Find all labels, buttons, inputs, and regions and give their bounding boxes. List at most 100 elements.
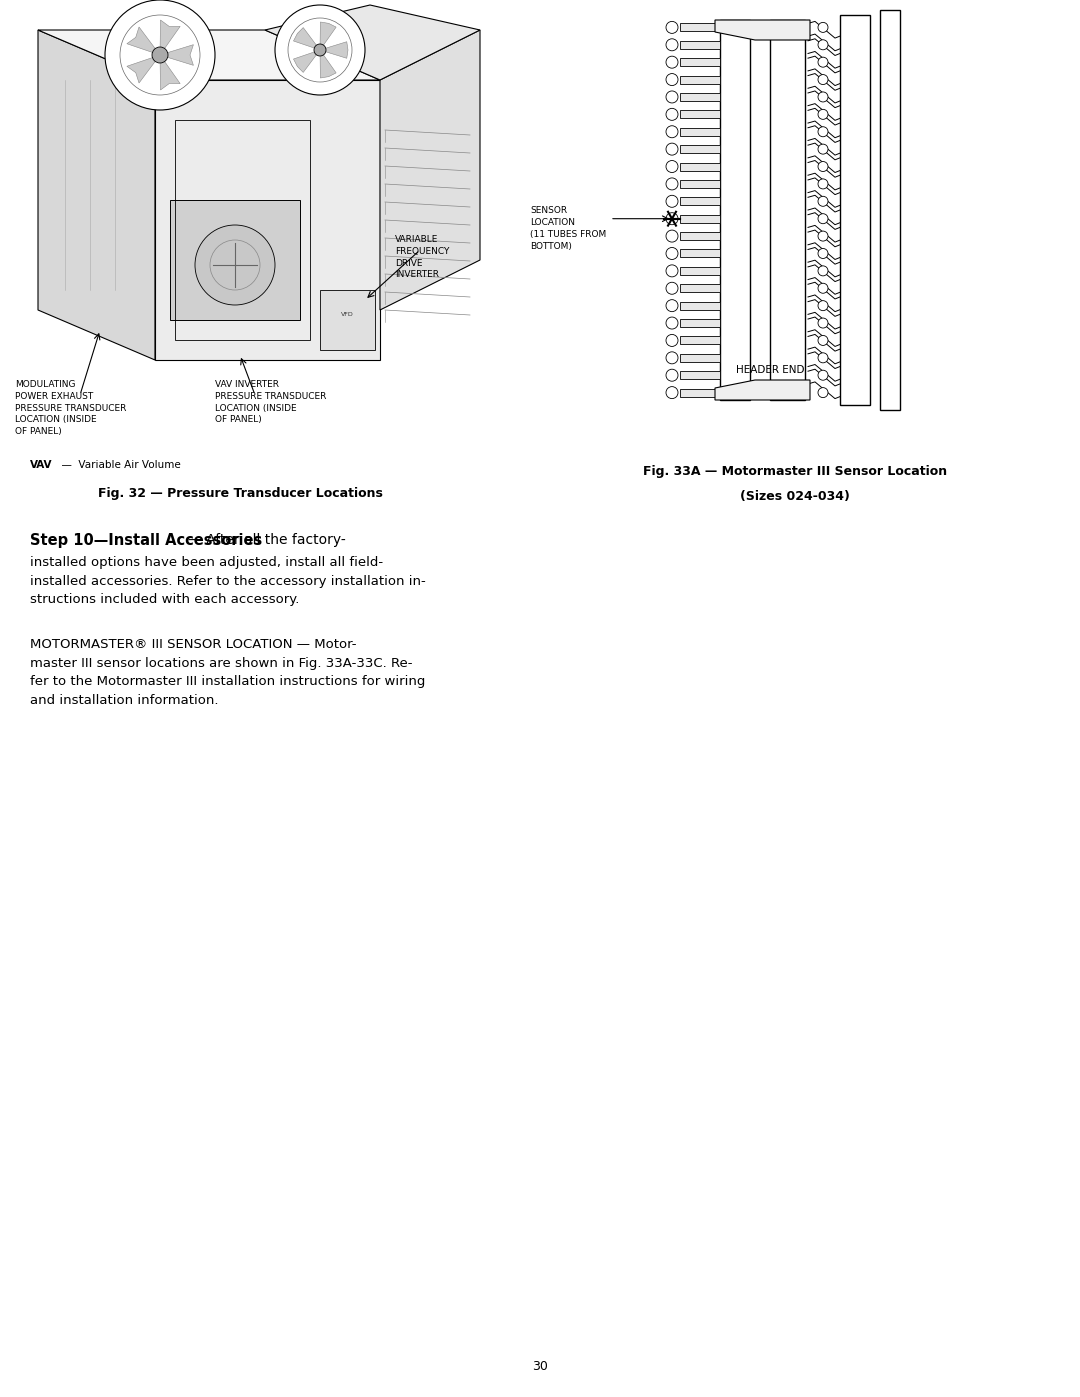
Polygon shape <box>320 291 375 351</box>
Polygon shape <box>680 197 720 205</box>
Circle shape <box>818 214 828 224</box>
Polygon shape <box>38 29 156 360</box>
Circle shape <box>666 282 678 295</box>
Polygon shape <box>715 20 810 41</box>
Circle shape <box>818 144 828 154</box>
Circle shape <box>666 231 678 242</box>
Polygon shape <box>680 127 720 136</box>
Circle shape <box>666 126 678 138</box>
Polygon shape <box>715 380 810 400</box>
Polygon shape <box>770 20 805 400</box>
Text: Fig. 33A — Motormaster III Sensor Location: Fig. 33A — Motormaster III Sensor Locati… <box>643 465 947 478</box>
Text: MOTORMASTER® III SENSOR LOCATION — Motor-
master III sensor locations are shown : MOTORMASTER® III SENSOR LOCATION — Motor… <box>30 638 426 707</box>
Circle shape <box>818 300 828 310</box>
Circle shape <box>666 91 678 103</box>
Circle shape <box>818 353 828 363</box>
Polygon shape <box>680 75 720 84</box>
Polygon shape <box>294 50 320 73</box>
Text: SENSOR
LOCATION
(11 TUBES FROM
BOTTOM): SENSOR LOCATION (11 TUBES FROM BOTTOM) <box>530 207 606 251</box>
Text: — After all the factory-: — After all the factory- <box>188 534 346 548</box>
Polygon shape <box>680 388 720 397</box>
Text: VAV: VAV <box>30 460 53 469</box>
Polygon shape <box>380 29 480 310</box>
Circle shape <box>666 352 678 363</box>
Circle shape <box>195 225 275 305</box>
Circle shape <box>152 47 168 63</box>
Circle shape <box>818 179 828 189</box>
Circle shape <box>666 142 678 155</box>
Polygon shape <box>680 250 720 257</box>
Circle shape <box>666 39 678 50</box>
Circle shape <box>105 0 215 110</box>
Text: Step 10—Install Accessories: Step 10—Install Accessories <box>30 534 262 548</box>
Polygon shape <box>680 94 720 101</box>
Circle shape <box>818 74 828 85</box>
Circle shape <box>666 387 678 398</box>
Text: VAV INVERTER
PRESSURE TRANSDUCER
LOCATION (INSIDE
OF PANEL): VAV INVERTER PRESSURE TRANSDUCER LOCATIO… <box>215 380 326 425</box>
Circle shape <box>666 21 678 34</box>
Circle shape <box>818 39 828 50</box>
Circle shape <box>818 370 828 380</box>
Polygon shape <box>38 29 380 80</box>
Polygon shape <box>160 54 180 89</box>
Circle shape <box>818 335 828 345</box>
Circle shape <box>666 299 678 312</box>
Circle shape <box>818 109 828 119</box>
Polygon shape <box>680 353 720 362</box>
Polygon shape <box>680 232 720 240</box>
Circle shape <box>666 74 678 85</box>
Circle shape <box>666 212 678 225</box>
Text: HEADER END: HEADER END <box>735 365 805 374</box>
Polygon shape <box>680 41 720 49</box>
Polygon shape <box>265 6 480 80</box>
Circle shape <box>666 317 678 330</box>
Circle shape <box>666 109 678 120</box>
Circle shape <box>666 177 678 190</box>
Polygon shape <box>160 20 180 54</box>
Polygon shape <box>126 54 160 82</box>
Circle shape <box>666 56 678 68</box>
Circle shape <box>818 249 828 258</box>
Text: MODULATING
POWER EXHAUST
PRESSURE TRANSDUCER
LOCATION (INSIDE
OF PANEL): MODULATING POWER EXHAUST PRESSURE TRANSD… <box>15 380 126 436</box>
Polygon shape <box>680 337 720 345</box>
Polygon shape <box>320 22 336 50</box>
Text: Fig. 32 — Pressure Transducer Locations: Fig. 32 — Pressure Transducer Locations <box>97 488 382 500</box>
Polygon shape <box>680 162 720 170</box>
Circle shape <box>818 57 828 67</box>
Polygon shape <box>680 215 720 222</box>
Circle shape <box>314 43 326 56</box>
Text: installed options have been adjusted, install all field-
installed accessories. : installed options have been adjusted, in… <box>30 556 426 606</box>
Circle shape <box>818 22 828 32</box>
Circle shape <box>275 6 365 95</box>
Circle shape <box>666 265 678 277</box>
Circle shape <box>666 334 678 346</box>
Polygon shape <box>294 28 320 50</box>
Polygon shape <box>680 284 720 292</box>
Circle shape <box>818 92 828 102</box>
Polygon shape <box>156 80 380 360</box>
Polygon shape <box>680 24 720 31</box>
Circle shape <box>818 231 828 242</box>
Polygon shape <box>160 45 193 66</box>
Text: VFD: VFD <box>340 313 353 317</box>
Polygon shape <box>320 42 348 59</box>
Polygon shape <box>320 50 336 78</box>
Circle shape <box>666 247 678 260</box>
Text: (Sizes 024-034): (Sizes 024-034) <box>740 490 850 503</box>
Text: VARIABLE
FREQUENCY
DRIVE
INVERTER: VARIABLE FREQUENCY DRIVE INVERTER <box>395 235 449 279</box>
Polygon shape <box>680 180 720 189</box>
Text: —  Variable Air Volume: — Variable Air Volume <box>55 460 180 469</box>
Polygon shape <box>680 319 720 327</box>
Text: 30: 30 <box>532 1361 548 1373</box>
Circle shape <box>666 196 678 207</box>
Polygon shape <box>126 27 160 54</box>
Circle shape <box>818 197 828 207</box>
Circle shape <box>818 387 828 398</box>
Polygon shape <box>680 59 720 66</box>
Polygon shape <box>680 302 720 310</box>
Polygon shape <box>680 267 720 275</box>
Circle shape <box>818 162 828 172</box>
Polygon shape <box>880 10 900 409</box>
Circle shape <box>818 265 828 275</box>
Circle shape <box>818 284 828 293</box>
